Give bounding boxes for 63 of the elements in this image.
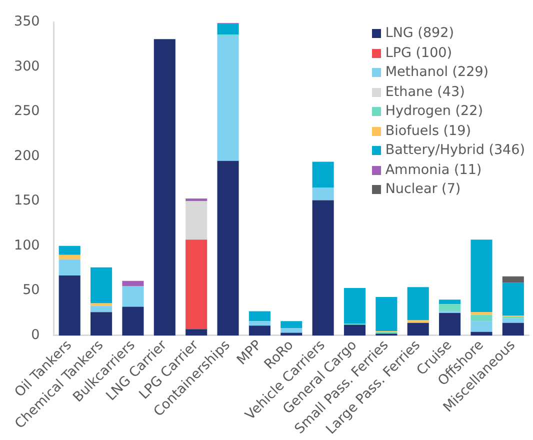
bar	[502, 322, 524, 336]
legend-label: LNG (892)	[385, 24, 454, 44]
bar	[186, 198, 208, 202]
bar	[90, 312, 112, 336]
bar	[58, 275, 80, 336]
bar	[280, 332, 302, 336]
bar	[344, 324, 366, 336]
bar	[217, 160, 239, 336]
bar	[407, 287, 429, 320]
legend-label: Battery/Hybrid (346)	[385, 141, 525, 160]
bar	[90, 303, 112, 306]
y-tick-label: 350	[14, 14, 40, 30]
bar	[470, 240, 492, 312]
bar	[502, 318, 524, 323]
y-tick-label: 150	[14, 192, 40, 209]
bar	[407, 322, 429, 336]
y-tick-label: 250	[14, 103, 40, 120]
y-tick-label: 100	[14, 237, 40, 254]
y-tick-label: 200	[14, 148, 40, 164]
legend-label: Nuclear (7)	[385, 180, 461, 200]
bar	[122, 286, 144, 307]
bar	[58, 259, 80, 276]
legend-label: Methanol (229)	[385, 63, 489, 82]
legend-label: Ethane (43)	[385, 82, 465, 102]
bar	[470, 312, 492, 315]
y-tick-label: 50	[22, 282, 40, 298]
bar	[248, 311, 270, 322]
bar	[122, 280, 144, 286]
legend-label: Biofuels (19)	[385, 122, 471, 141]
bar	[58, 246, 80, 255]
bar	[280, 321, 302, 328]
bar	[439, 304, 461, 312]
bar	[407, 320, 429, 323]
bar	[502, 282, 524, 316]
bar	[439, 313, 461, 336]
bar	[312, 200, 334, 336]
bar	[470, 321, 492, 332]
y-tick-label: 300	[14, 58, 40, 74]
y-tick-label: 0	[31, 326, 40, 343]
legend-label: Ammonia (11)	[385, 160, 482, 180]
bar	[470, 332, 492, 336]
bar	[186, 329, 208, 336]
bar	[186, 201, 208, 240]
bar	[154, 39, 176, 336]
bar	[439, 300, 461, 304]
bar	[122, 306, 144, 336]
bar	[248, 321, 270, 326]
bar	[344, 288, 366, 324]
bar	[312, 162, 334, 188]
bar	[186, 240, 208, 330]
bar	[90, 267, 112, 304]
bar	[90, 306, 112, 312]
legend-label: Hydrogen (22)	[385, 102, 483, 122]
bar	[502, 276, 524, 283]
bar	[470, 314, 492, 322]
legend-label: LPG (100)	[385, 44, 452, 63]
bar	[280, 328, 302, 333]
bar	[217, 36, 239, 161]
bar	[376, 296, 398, 331]
bar	[248, 326, 270, 336]
bar	[312, 188, 334, 200]
bar	[58, 254, 80, 260]
bar	[217, 24, 239, 35]
